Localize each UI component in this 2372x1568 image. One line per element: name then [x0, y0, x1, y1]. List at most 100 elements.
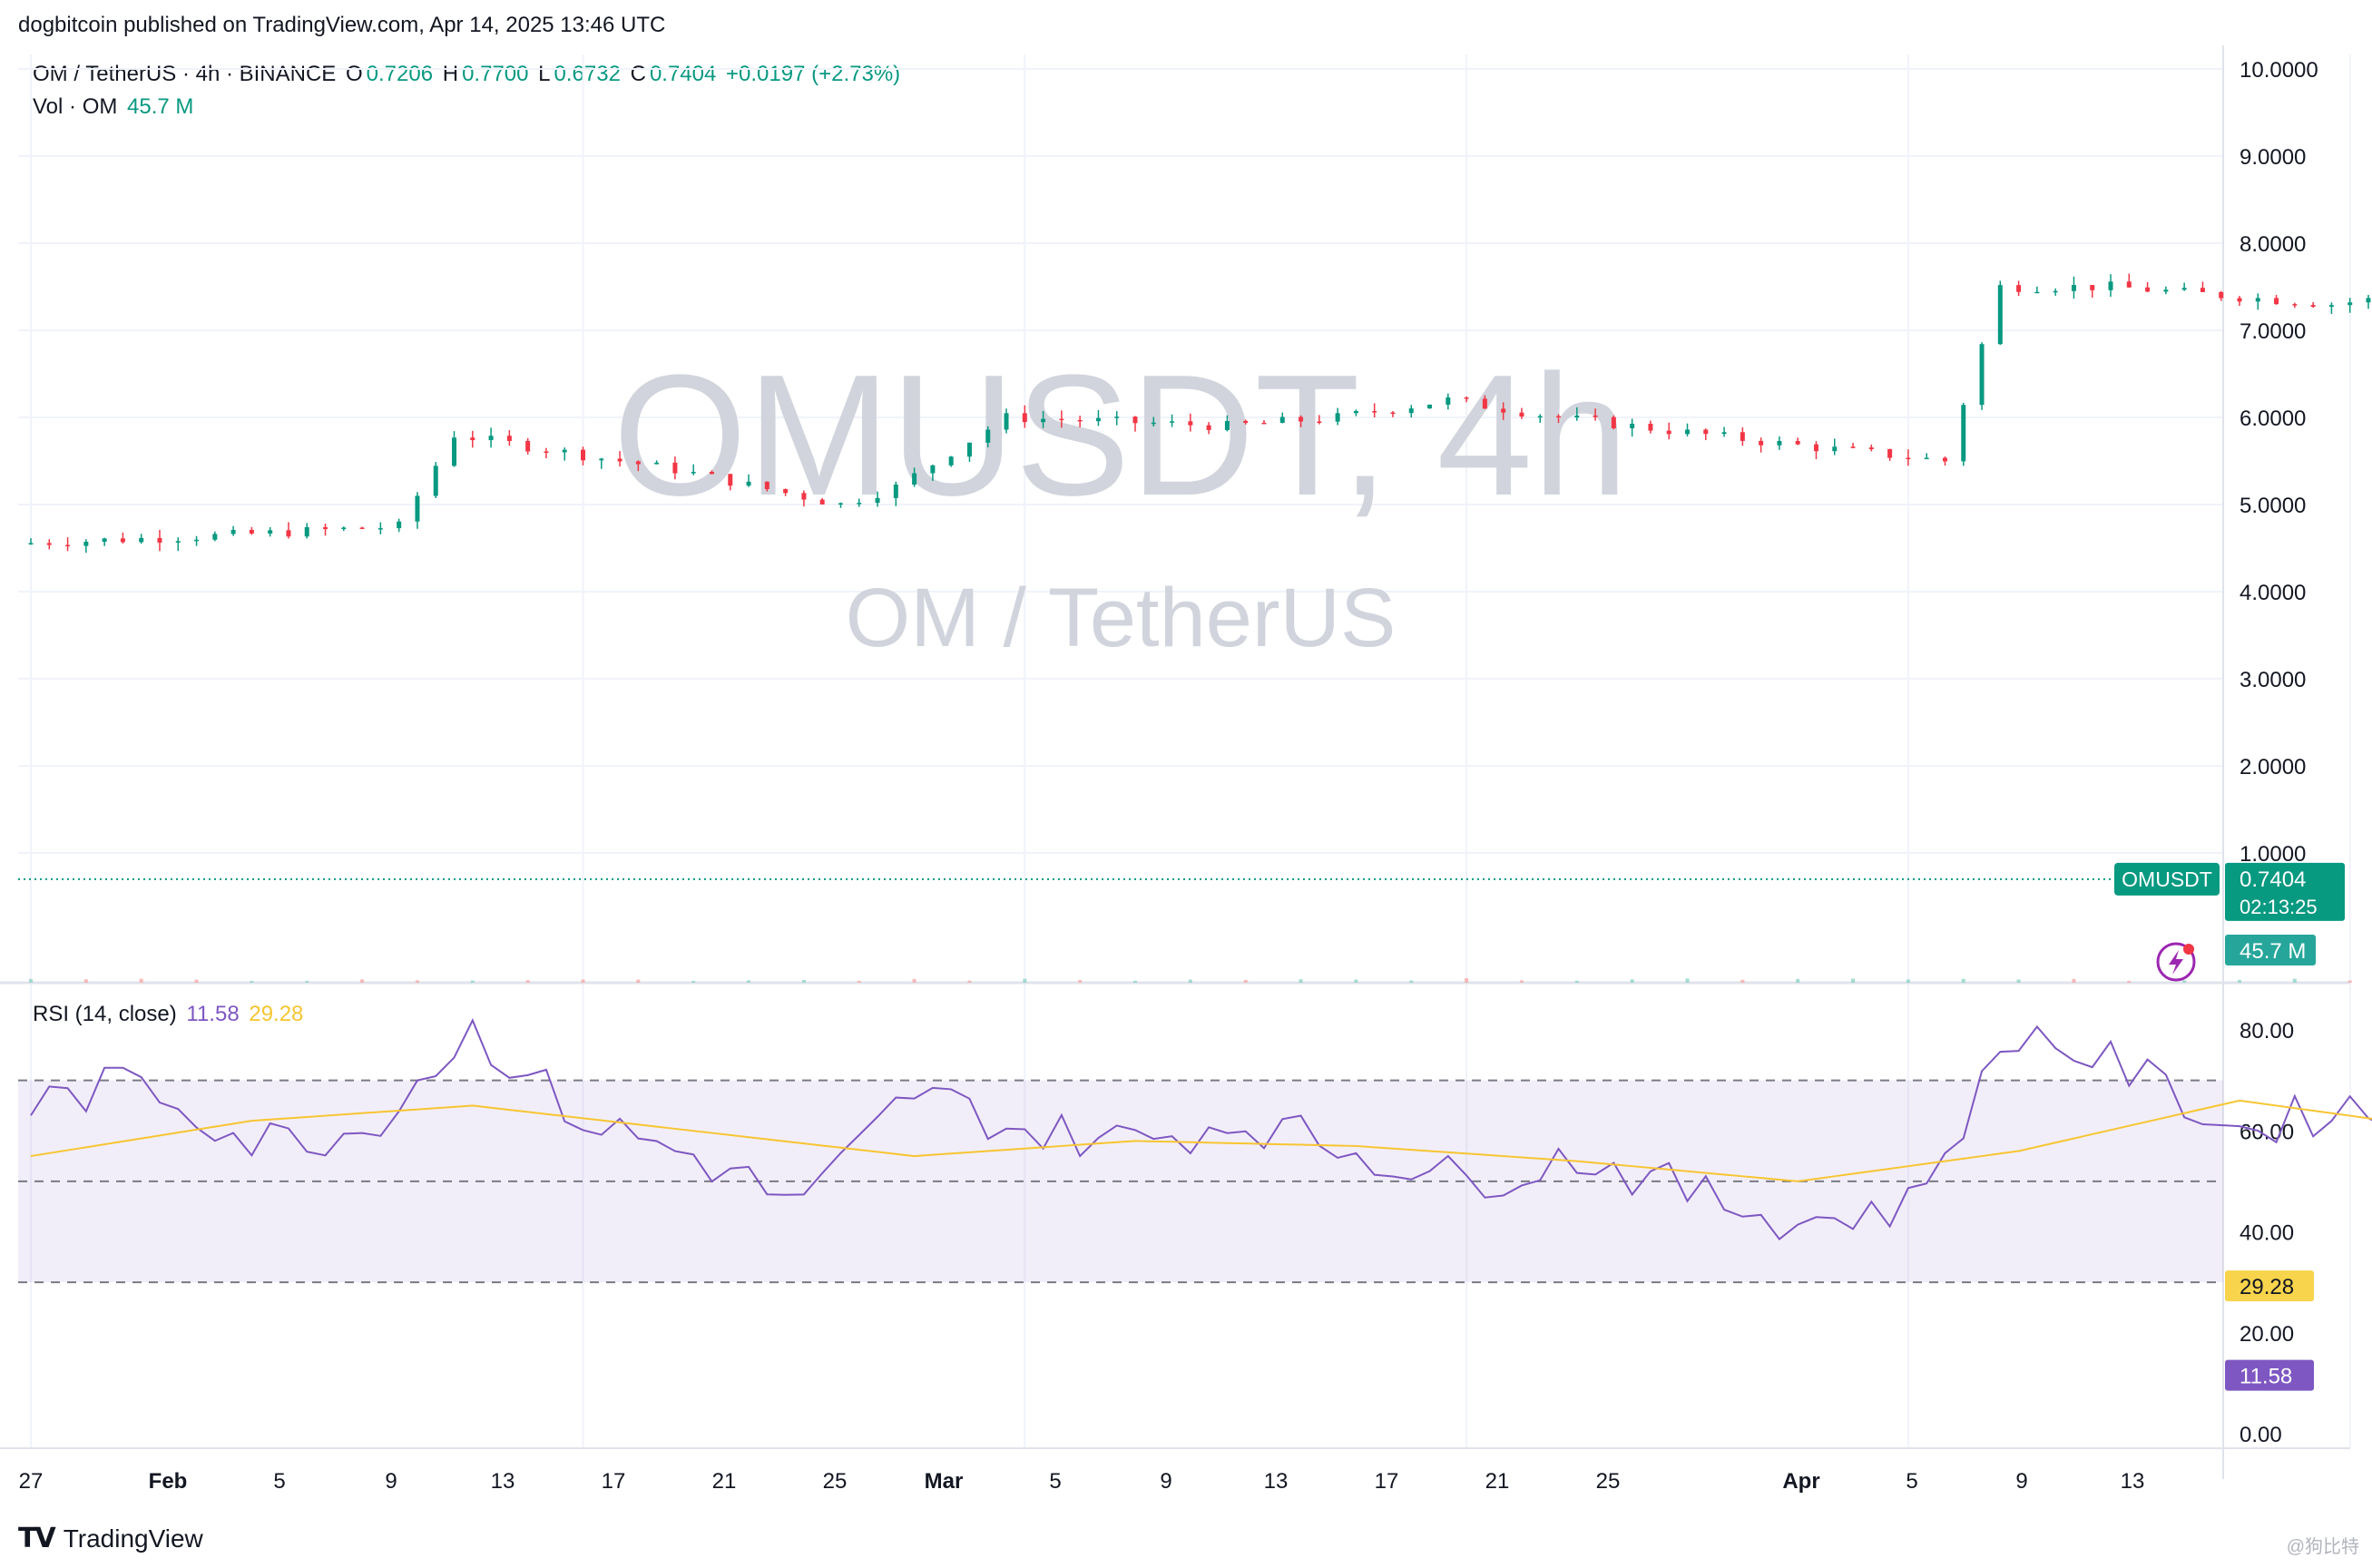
- candle: [102, 537, 107, 546]
- candle: [912, 467, 917, 487]
- candle: [194, 535, 200, 546]
- candle-body: [1997, 285, 2003, 345]
- candle-body: [2053, 290, 2058, 293]
- volume-bar: [967, 980, 972, 983]
- rsi-tick-label: 80.00: [2240, 1019, 2294, 1044]
- candle-body: [2016, 285, 2022, 292]
- volume-tag-value: 45.7 M: [2240, 939, 2306, 964]
- candle: [2163, 286, 2169, 295]
- footer-brand[interactable]: 𝗧𝗩 TradingView: [18, 1523, 203, 1554]
- candle: [1353, 409, 1358, 416]
- candle-body: [1059, 418, 1064, 421]
- candle-body: [506, 436, 512, 441]
- legend-symbol[interactable]: OM / TetherUS · 4h · BINANCE: [33, 62, 337, 86]
- candle-body: [581, 449, 585, 461]
- candle-body: [359, 527, 365, 529]
- candle-body: [2347, 302, 2353, 306]
- volume-bar: [250, 980, 254, 983]
- x-tick-label: 17: [602, 1469, 626, 1494]
- candle-body: [28, 543, 34, 545]
- volume-bar: [2292, 978, 2297, 983]
- candle: [581, 446, 585, 466]
- candle: [1427, 404, 1433, 409]
- candle-body: [1979, 344, 1985, 406]
- price-tick-label: 10.0000: [2240, 58, 2318, 83]
- candle: [1279, 412, 1285, 424]
- candle: [2053, 288, 2058, 296]
- candle: [230, 525, 236, 536]
- x-tick-label: Feb: [149, 1469, 188, 1494]
- volume-bar: [1023, 978, 1027, 983]
- legend-close-label: C: [630, 62, 646, 86]
- candle: [966, 442, 972, 462]
- candle: [1004, 408, 1009, 434]
- candle-body: [948, 456, 954, 466]
- candle: [819, 497, 825, 505]
- candle: [2347, 298, 2353, 313]
- volume-bar: [912, 978, 916, 983]
- price-tag: [2225, 862, 2345, 921]
- volume-bar: [2182, 980, 2187, 983]
- candle: [415, 492, 420, 529]
- candle-body: [1519, 412, 1524, 417]
- candle-body: [1279, 416, 1285, 424]
- price-tick-label: 8.0000: [2240, 232, 2306, 257]
- watermark-symbol: OMUSDT, 4h: [613, 339, 1628, 532]
- candle-body: [1703, 429, 1709, 435]
- candle: [2237, 296, 2242, 307]
- volume-bar: [83, 979, 88, 983]
- candle-body: [912, 473, 917, 485]
- candle: [1648, 420, 1653, 434]
- candle: [1777, 436, 1782, 450]
- rsi-label[interactable]: RSI (14, close): [33, 1002, 177, 1026]
- candle: [1813, 441, 1818, 460]
- candle-body: [1537, 416, 1543, 418]
- price-legend: OM / TetherUS · 4h · BINANCE O 0.7206 H 0.…: [33, 62, 904, 87]
- volume-bar: [139, 978, 143, 983]
- candle-body: [194, 539, 200, 542]
- volume-bar: [2127, 980, 2132, 983]
- candle: [65, 537, 71, 552]
- volume-bar: [1078, 980, 1083, 983]
- candle: [1464, 397, 1469, 403]
- volume-bar: [305, 980, 309, 983]
- volume-tag: [2225, 935, 2316, 965]
- volume-bar: [2238, 979, 2241, 983]
- candle-body: [102, 538, 107, 543]
- candle-body: [599, 458, 604, 461]
- rsi-tag: [2225, 1359, 2314, 1391]
- candle: [1997, 280, 2003, 346]
- candle: [1335, 407, 1340, 426]
- candle-body: [2292, 304, 2298, 306]
- candle: [1942, 456, 1947, 466]
- candle: [1170, 414, 1175, 427]
- volume-bar: [1409, 980, 1414, 983]
- candle: [1924, 453, 1929, 460]
- candle-body: [268, 530, 273, 534]
- candle: [1224, 415, 1230, 432]
- candle-body: [1077, 419, 1083, 422]
- candle: [1703, 428, 1709, 441]
- candle: [83, 539, 89, 554]
- volume-bar: [194, 979, 199, 983]
- price-tick-label: 2.0000: [2240, 755, 2306, 779]
- brand-name: TradingView: [63, 1524, 203, 1553]
- x-tick-label: 27: [19, 1469, 44, 1494]
- candle-body: [139, 537, 144, 543]
- volume-bar: [1354, 979, 1358, 983]
- candle-body: [286, 530, 291, 537]
- volume-bar: [636, 979, 641, 983]
- rsi-tick-label: 40.00: [2240, 1221, 2294, 1246]
- candle: [838, 502, 843, 508]
- candle: [1887, 448, 1893, 461]
- candle-body: [654, 462, 660, 465]
- candle-body: [1132, 416, 1138, 424]
- candle: [1095, 409, 1101, 426]
- candle: [2016, 280, 2022, 297]
- candle-body: [230, 530, 236, 534]
- volume-label[interactable]: Vol · OM: [33, 94, 118, 119]
- x-tick-label: 9: [1160, 1469, 1171, 1494]
- candle-body: [728, 474, 733, 486]
- x-tick-label: 5: [273, 1469, 285, 1494]
